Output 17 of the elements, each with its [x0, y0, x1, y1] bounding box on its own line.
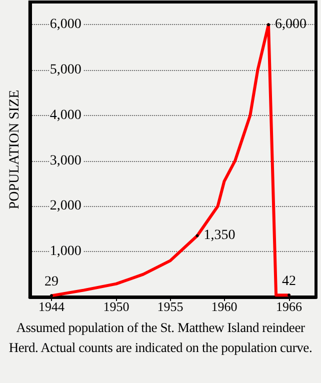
data-label: 42 [282, 274, 296, 290]
x-tick-label: 1955 [157, 299, 184, 314]
y-tick-label: 6,000 [50, 17, 82, 32]
y-tick-label: 4,000 [50, 108, 82, 123]
y-tick-label: 3,000 [50, 153, 82, 168]
data-label: 6,000 [274, 17, 306, 32]
x-tick-label: 1944 [38, 299, 65, 314]
y-axis-title: POPULATION SIZE [8, 90, 22, 210]
y-tick-label: 5,000 [50, 62, 82, 78]
x-tick-label: 1960 [211, 299, 238, 314]
y-tick-label: 2,000 [50, 198, 82, 214]
x-tick-label: 1966 [276, 299, 303, 314]
text: Assumed population of the St. Matthew Island reindeer Herd. Actual counts are indicated on the population curve. [8, 319, 314, 357]
x-tick-label: 1950 [103, 299, 130, 314]
data-label: 29 [44, 274, 58, 290]
data-label: 1,350 [204, 228, 236, 244]
y-tick-label: 1,000 [50, 244, 82, 260]
